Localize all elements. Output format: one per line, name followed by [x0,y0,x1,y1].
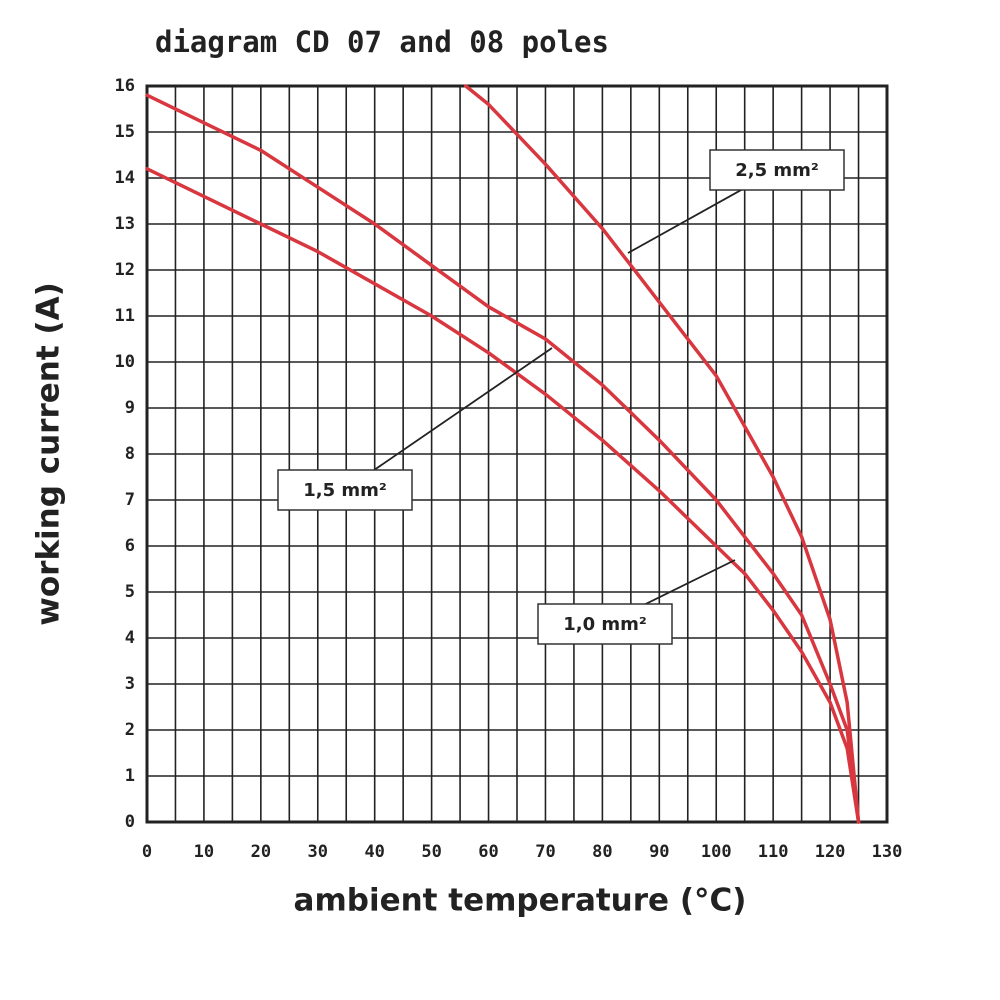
y-tick-label: 11 [115,306,135,326]
x-tick-label: 110 [758,842,789,862]
x-tick-label: 130 [872,842,903,862]
y-tick-label: 15 [115,122,135,142]
label-box [537,603,673,645]
y-tick-label: 2 [125,720,135,740]
y-tick-label: 13 [115,214,135,234]
series-label: 1,5 mm² [303,480,387,501]
label-box [277,469,413,511]
x-tick-label: 120 [815,842,846,862]
x-tick-label: 80 [592,842,612,862]
y-tick-label: 14 [115,168,135,188]
plot-border [145,84,889,824]
y-tick-label: 0 [125,812,135,832]
x-tick-label: 70 [535,842,555,862]
x-tick-label: 90 [649,842,669,862]
series-line [464,84,861,824]
x-tick-label: 40 [364,842,384,862]
x-tick-label: 60 [478,842,498,862]
series-line [145,167,861,824]
y-tick-label: 1 [125,766,135,786]
y-tick-label: 9 [125,398,135,418]
y-tick-label: 5 [125,582,135,602]
x-tick-label: 10 [194,842,214,862]
x-tick-label: 30 [308,842,328,862]
y-tick-label: 3 [125,674,135,694]
y-tick-label: 10 [115,352,135,372]
x-tick-label: 100 [701,842,732,862]
y-tick-label: 4 [125,628,135,648]
x-axis-label: ambient temperature (°C) [294,883,747,919]
y-tick-label: 8 [125,444,135,464]
chart-title: diagram CD 07 and 08 poles [155,25,609,59]
x-tick-label: 50 [421,842,441,862]
y-tick-label: 6 [125,536,135,556]
y-axis-label: working current (A) [31,282,67,626]
y-tick-label: 7 [125,490,135,510]
y-tick-label: 12 [115,260,135,280]
label-box [709,149,845,191]
series-line [145,93,861,824]
series-label: 2,5 mm² [735,160,819,181]
leader-line [344,347,553,491]
series-label: 1,0 mm² [563,614,647,635]
x-tick-label: 20 [251,842,271,862]
x-tick-label: 0 [142,842,152,862]
y-tick-label: 16 [115,76,135,96]
